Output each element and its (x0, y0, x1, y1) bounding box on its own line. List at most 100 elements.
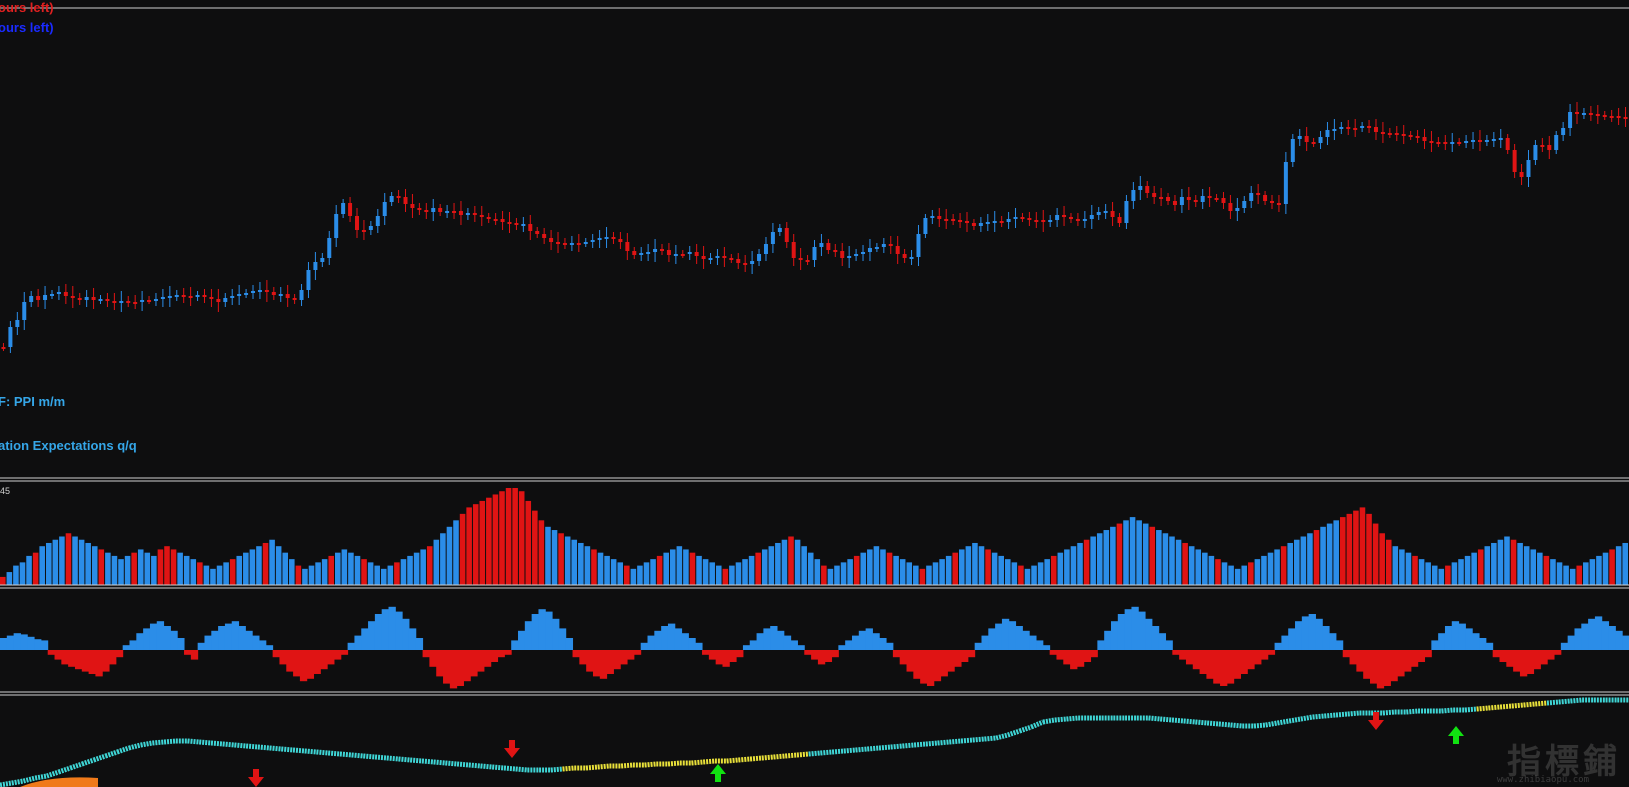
trail-segment (1511, 702, 1524, 709)
candle-body (867, 248, 872, 252)
oscillator-bar (340, 650, 349, 655)
candle-body (1477, 140, 1482, 142)
trail-segment (902, 742, 915, 749)
trail-segment (585, 764, 598, 771)
candle-body (1408, 135, 1413, 137)
candle-body (1304, 136, 1309, 142)
histogram-bar (1103, 530, 1110, 585)
trail-segment (691, 759, 704, 766)
oscillator-bar (797, 645, 805, 650)
oscillator-bar (1397, 650, 1405, 677)
oscillator-bar (913, 650, 921, 679)
candle-body (8, 327, 13, 347)
histogram-bar (1070, 546, 1077, 585)
price-pane[interactable] (0, 0, 1629, 480)
candle-body (1332, 129, 1337, 131)
sell-arrow-icon (1368, 712, 1384, 730)
candle-body (320, 258, 325, 262)
oscillator-bar (20, 634, 28, 650)
oscillator-bar (177, 638, 185, 650)
oscillator-bar (197, 642, 205, 650)
countdown-label-red: ours left) (0, 0, 54, 15)
histogram-bar (85, 542, 91, 585)
trail-segment (1558, 698, 1571, 705)
histogram-bar (1609, 549, 1615, 585)
histogram-bar (886, 552, 893, 585)
candle-body (348, 203, 353, 216)
histogram-pane-value: 45 (0, 486, 11, 496)
oscillator-bar (647, 635, 655, 650)
oscillator-bar (47, 650, 56, 655)
candle-body (1401, 134, 1406, 136)
oscillator-bar (477, 650, 485, 672)
countdown-label-blue: ours left) (0, 20, 54, 35)
oscillator-bar (872, 633, 880, 650)
histogram-bar (1202, 552, 1208, 585)
candle-body (188, 296, 193, 298)
histogram-bar (19, 562, 26, 585)
trail-segment (808, 750, 821, 757)
trail-segment (773, 753, 786, 760)
histogram-bar (650, 559, 656, 585)
histogram-bar (867, 549, 873, 585)
trail-segment (749, 755, 762, 762)
trail-segment (46, 769, 60, 779)
histogram-bar (1366, 513, 1372, 585)
candle-body (292, 298, 297, 300)
sell-arrow-icon (248, 769, 264, 787)
trail-segment (409, 757, 423, 764)
trail-segment (1148, 715, 1161, 722)
histogram-bar (1412, 555, 1418, 585)
histogram-bar (98, 549, 105, 585)
histogram-bar (742, 559, 748, 585)
candle-body (1512, 150, 1517, 172)
trail-segment (468, 762, 481, 769)
oscillator-bar (565, 638, 574, 650)
candle-body (1547, 145, 1552, 150)
histogram-bar (223, 562, 229, 585)
trail-segment (363, 753, 376, 760)
oscillator-bar (695, 642, 703, 650)
oscillator-bar (204, 635, 212, 650)
candle-body (500, 219, 505, 222)
oscillator-bar (1254, 650, 1262, 665)
candle-body (812, 247, 817, 260)
oscillator-bar (1192, 650, 1201, 670)
candle-body (396, 196, 401, 198)
histogram-bar (164, 546, 170, 585)
histogram-bar (1096, 533, 1103, 585)
histogram-bar (32, 552, 39, 585)
histogram-bar (269, 539, 275, 585)
trail-segment (152, 739, 165, 746)
candle-body (1464, 141, 1469, 143)
candle-body (798, 258, 803, 260)
histogram-bar (1228, 565, 1234, 585)
candle-body (56, 292, 61, 294)
oscillator-bar (947, 650, 955, 672)
candle-body (757, 254, 762, 261)
oscillator-bar (545, 611, 553, 650)
histogram-bar (899, 559, 906, 585)
histogram-bar (341, 549, 348, 585)
oscillator-bar (374, 614, 383, 650)
oscillator-bar (967, 650, 976, 658)
candle-body (1540, 145, 1545, 147)
oscillator-bar (1506, 650, 1514, 667)
oscillator-bar (463, 650, 471, 682)
histogram-bar (137, 549, 144, 585)
oscillator-bar (606, 650, 614, 674)
histogram-bar (387, 565, 394, 585)
oscillator-bar (149, 623, 158, 650)
histogram-bar (1569, 568, 1576, 585)
candle-body (1048, 220, 1053, 222)
histogram-bar (1425, 562, 1431, 585)
oscillator-bar (122, 645, 131, 650)
histogram-bar (1438, 568, 1445, 585)
candle-body (1200, 196, 1205, 202)
histogram-bar (959, 549, 965, 585)
oscillator-bar (1151, 626, 1160, 650)
